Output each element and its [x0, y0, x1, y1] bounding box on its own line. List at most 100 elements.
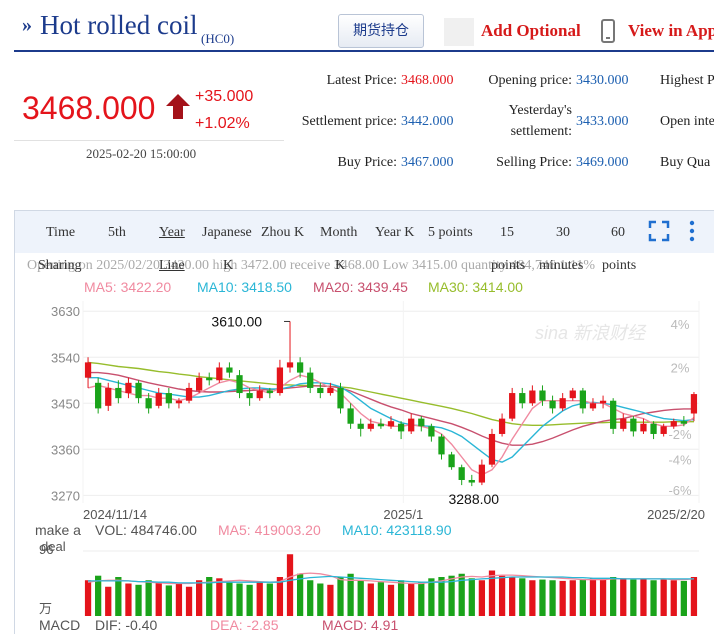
y-right-tick-label: 4% [671, 317, 690, 332]
view-in-app-link[interactable]: View in App [628, 21, 714, 40]
volume-bar [387, 584, 395, 616]
volume-bar [438, 577, 445, 616]
tab-time-sharing-line2: Sharing [38, 258, 82, 273]
tab-month-k[interactable]: Month [320, 225, 358, 240]
yesterday-settlement-label: Yesterday's [508, 103, 572, 118]
volume-bar [620, 578, 627, 616]
candle-body [519, 393, 526, 404]
x-tick-label: 2025/1 [383, 507, 423, 522]
candle-body [115, 387, 122, 399]
tab-60-points[interactable]: 60 [611, 225, 625, 240]
contract-code: (HC0) [201, 31, 235, 46]
price-change: +35.000 [195, 88, 254, 105]
chart-panel: Time 5th Year Japanese Zhou K Month Year… [14, 210, 714, 634]
price-divider [14, 140, 284, 141]
buy-quantity-label: Buy Qua [660, 155, 711, 170]
volume-legend: VOL: 484746.00 [95, 522, 197, 538]
tab-time-sharing[interactable]: Time [46, 225, 76, 240]
candle-body [458, 467, 465, 480]
yesterday-settlement-label-2: settlement: [510, 124, 572, 139]
tab-15-points[interactable]: 15 [500, 225, 514, 240]
candle-body [468, 479, 475, 483]
ma30-legend: MA30: 3414.00 [428, 279, 523, 295]
volume-bar [216, 578, 223, 616]
volume-label-2: deal [41, 539, 66, 554]
opening-price-value: 3430.000 [576, 73, 629, 88]
y-right-tick-label: -6% [668, 483, 692, 498]
candle-body [640, 423, 647, 432]
candle-body [206, 377, 213, 381]
volume-bar [529, 580, 536, 616]
tab-5-points[interactable]: 5 points [428, 225, 473, 240]
min-price-label: 3288.00 [448, 491, 499, 507]
double-chevron-icon: » [22, 14, 32, 36]
tab-year-k[interactable]: Year K [375, 225, 415, 240]
more-options-icon[interactable] [687, 219, 697, 243]
candle-body [660, 426, 667, 434]
volume-bar [125, 583, 132, 616]
candle-body [428, 426, 435, 437]
volume-bar [569, 580, 576, 616]
candle-body [125, 382, 132, 394]
candle-body [549, 400, 556, 409]
tab-japanese-k-line2: K [223, 258, 234, 273]
candle-body [680, 421, 687, 424]
volume-bar [428, 578, 435, 616]
candle-body [226, 367, 233, 373]
y-tick-label: 3270 [51, 488, 80, 503]
candle-body [498, 418, 506, 434]
volume-bar [256, 582, 263, 616]
candle-body [599, 400, 607, 404]
volume-bar [448, 575, 455, 616]
volume-bar [236, 583, 243, 616]
volume-bar [317, 583, 324, 616]
candle-body [448, 454, 455, 468]
max-price-label: 3610.00 [211, 313, 262, 329]
volume-bar [519, 578, 526, 616]
volume-bar [296, 573, 304, 616]
volume-bar [145, 580, 152, 616]
tab-5th[interactable]: 5th [108, 225, 126, 240]
volume-bar [610, 577, 617, 616]
candle-body [690, 394, 698, 414]
candle-body [650, 423, 657, 434]
title-divider [14, 50, 714, 52]
fullscreen-icon[interactable] [648, 220, 670, 242]
futures-position-button[interactable]: 期货持仓 [338, 14, 424, 48]
candle-body [539, 390, 546, 401]
latest-price-value: 3468.000 [401, 73, 454, 88]
volume-bar [458, 573, 465, 616]
volume-bar [650, 580, 657, 616]
tab-30-minutes[interactable]: 30 [556, 225, 570, 240]
blank-button[interactable] [444, 18, 474, 46]
tab-japanese-k[interactable]: Japanese [202, 225, 252, 240]
candle-body [559, 398, 566, 409]
candle-body [216, 367, 223, 381]
candle-body [569, 390, 576, 399]
y-tick-label: 3450 [51, 396, 80, 411]
volume-bar [286, 554, 294, 616]
yesterday-settlement-value: 3433.000 [576, 114, 629, 129]
kline-chart[interactable]: 3630 3540 3450 3360 3270 4% 2% -2% -4% -6% sina 新浪… [15, 211, 714, 634]
ma20-line [88, 371, 694, 446]
candle-body [266, 390, 273, 394]
x-tick-label: 2025/2/20 [647, 507, 705, 522]
tab-zhou-k[interactable]: Zhou K [261, 225, 305, 240]
ma30-line [87, 361, 694, 427]
candle-body [256, 390, 263, 399]
tab-year-line-line2: Line [159, 258, 185, 273]
candle-body [105, 387, 112, 406]
y-right-tick-label: -4% [668, 453, 692, 468]
candle-body [367, 423, 374, 429]
volume-ma5-legend: MA5: 419003.20 [218, 522, 321, 538]
tab-year-line[interactable]: Year [159, 225, 185, 240]
candle-body [84, 362, 92, 378]
candle-body [286, 362, 294, 368]
volume-bar [206, 577, 213, 616]
latest-price-label: Latest Price: [326, 73, 397, 88]
volume-bar [347, 573, 354, 616]
volume-bar [266, 583, 273, 616]
add-optional-link[interactable]: Add Optional [481, 21, 581, 40]
y-tick-label: 3630 [51, 304, 80, 319]
opening-price-label: Opening price: [488, 73, 572, 88]
